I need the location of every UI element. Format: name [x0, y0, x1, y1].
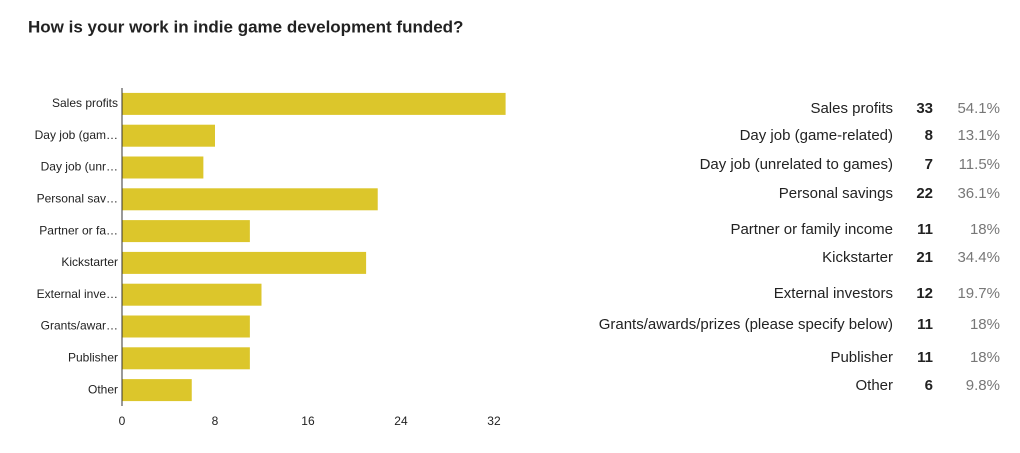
row-label: External investors [774, 285, 893, 302]
bar [122, 379, 192, 402]
row-percent: 9.8% [966, 377, 1000, 394]
bar [122, 251, 367, 274]
y-tick-label: Day job (unr… [41, 160, 118, 174]
row-label: Grants/awards/prizes (please specify bel… [599, 316, 893, 333]
bar [122, 220, 250, 243]
row-count: 7 [925, 156, 933, 173]
x-tick-label: 8 [212, 414, 219, 428]
bar [122, 124, 215, 147]
row-count: 11 [917, 349, 933, 366]
row-count: 8 [925, 127, 933, 144]
y-tick-label: Publisher [68, 350, 118, 364]
row-label: Day job (unrelated to games) [700, 156, 893, 173]
bar [122, 283, 262, 306]
bar [122, 92, 506, 115]
row-label: Day job (game-related) [740, 127, 893, 144]
bar [122, 156, 204, 179]
row-percent: 34.4% [957, 249, 1000, 266]
row-count: 6 [925, 377, 933, 394]
y-tick-label: Day job (gam… [35, 128, 118, 142]
row-label: Publisher [830, 349, 893, 366]
row-count: 11 [917, 316, 933, 333]
y-tick-label: Personal sav… [37, 191, 118, 205]
chart-title: How is your work in indie game developme… [28, 17, 463, 36]
y-tick-label: Sales profits [52, 96, 118, 110]
row-percent: 11.5% [959, 156, 1000, 173]
x-tick-label: 16 [301, 414, 315, 428]
row-percent: 19.7% [957, 285, 1000, 302]
row-label: Personal savings [779, 185, 893, 202]
row-percent: 18% [970, 349, 1000, 366]
y-tick-label: Partner or fa… [39, 223, 118, 237]
row-label: Other [855, 377, 893, 394]
y-tick-label: External inve… [37, 287, 118, 301]
row-percent: 13.1% [957, 127, 1000, 144]
row-percent: 18% [970, 221, 1000, 238]
row-count: 21 [916, 249, 933, 266]
x-tick-label: 32 [487, 414, 501, 428]
y-tick-label: Other [88, 382, 118, 396]
row-count: 12 [916, 285, 933, 302]
row-count: 22 [916, 185, 933, 202]
y-tick-label: Kickstarter [61, 255, 118, 269]
row-label: Partner or family income [730, 221, 893, 238]
plot-area: Sales profits Day job (gam… Day job (unr… P… [35, 88, 506, 428]
summary-table: Sales profits 33 54.1% Day job (game-relate… [599, 100, 1000, 394]
row-label: Kickstarter [822, 249, 893, 266]
y-tick-label: Grants/awar… [41, 319, 118, 333]
row-count: 11 [917, 221, 933, 238]
row-percent: 36.1% [957, 185, 1000, 202]
bar [122, 347, 250, 370]
row-count: 33 [916, 100, 933, 117]
bar [122, 315, 250, 338]
x-tick-label: 0 [119, 414, 126, 428]
row-percent: 54.1% [957, 100, 1000, 117]
row-label: Sales profits [810, 100, 893, 117]
row-percent: 18% [970, 316, 1000, 333]
bar [122, 188, 378, 211]
x-tick-label: 24 [394, 414, 408, 428]
